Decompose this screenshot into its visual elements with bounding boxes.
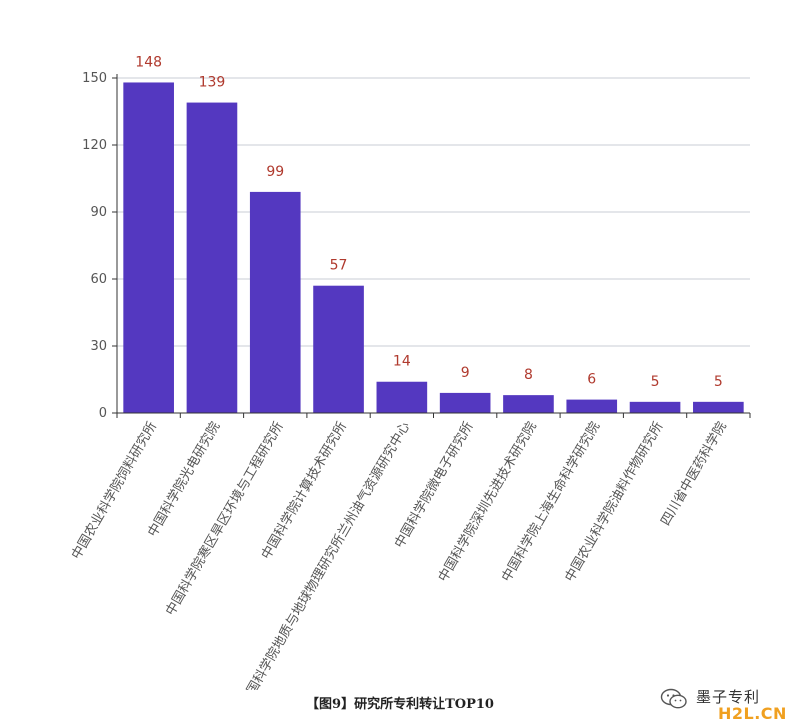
y-tick-label: 90 — [90, 205, 107, 220]
bar — [376, 381, 428, 413]
y-tick-label: 120 — [82, 138, 107, 153]
category-label: 中国科学院光电研究院 — [145, 419, 224, 540]
data-label: 5 — [714, 374, 723, 390]
bar — [629, 401, 681, 413]
bar — [186, 102, 238, 414]
data-label: 139 — [199, 75, 226, 91]
bar — [693, 401, 744, 413]
category-label: 中国农业科学院饲料研究所 — [68, 419, 160, 562]
category-label: 中国科学院寒区旱区环境与工程研究所 — [162, 419, 286, 618]
bar — [503, 395, 554, 413]
data-label: 57 — [330, 258, 348, 274]
category-label: 四川省中医药科学院 — [657, 419, 729, 528]
watermark: 墨子专利 H2L.CN — [650, 684, 800, 725]
bar — [313, 285, 364, 413]
y-tick-label: 150 — [82, 71, 107, 86]
bar — [249, 191, 301, 413]
watermark-title: 墨子专利 — [696, 688, 761, 706]
data-label: 14 — [393, 354, 411, 370]
y-tick-label: 0 — [99, 406, 107, 421]
y-tick-label: 30 — [90, 339, 107, 354]
axes — [112, 74, 751, 418]
bars — [123, 82, 744, 414]
wechat-icon — [660, 688, 687, 709]
chart-caption: 【图9】研究所专利转让TOP10 — [306, 697, 494, 712]
data-label: 8 — [524, 367, 533, 383]
watermark-site: H2L.CN — [718, 704, 787, 723]
bar-chart: 0306090120150148中国农业科学院饲料研究所139中国科学院光电研究… — [68, 54, 751, 690]
data-label: 9 — [461, 365, 470, 381]
data-label: 5 — [651, 374, 660, 390]
data-label: 148 — [135, 54, 162, 70]
bar — [439, 392, 491, 413]
y-tick-label: 60 — [90, 272, 107, 287]
data-label: 6 — [587, 372, 596, 388]
bar — [123, 82, 174, 413]
data-label: 99 — [266, 164, 284, 180]
bar — [566, 399, 618, 413]
